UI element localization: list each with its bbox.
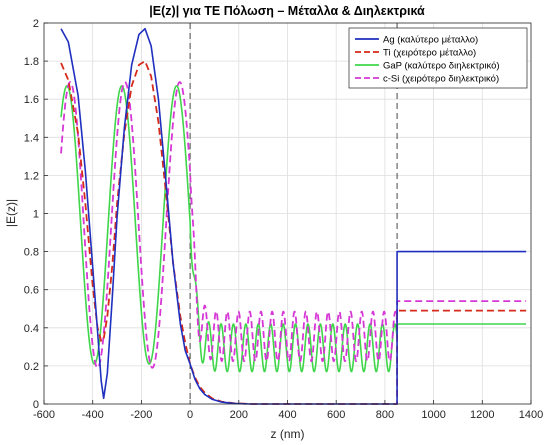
- x-tick-label: 600: [327, 409, 345, 421]
- x-tick-label: -200: [130, 409, 152, 421]
- x-tick-labels: -600 -400 -200 0 200 400 600 800 1000 1200 1400: [33, 400, 543, 421]
- y-tick-label: 0.8: [24, 247, 39, 259]
- y-tick-label: 1.6: [24, 94, 39, 106]
- x-tick-label: 1400: [519, 409, 543, 421]
- y-tick-label: 1.8: [24, 56, 39, 68]
- chart-title: |E(z)| για TE Πόλωση – Μέταλλα & Διηλεκτ…: [149, 4, 425, 18]
- y-tick-label: 0.2: [24, 361, 39, 373]
- legend: Ag (καλύτερο μέταλλο) Ti (χειρότερο μέταλ…: [348, 27, 528, 89]
- x-axis-label: z (nm): [271, 427, 305, 441]
- x-tick-label: 200: [230, 409, 248, 421]
- x-tick-label: 800: [376, 409, 394, 421]
- series-line: [60, 27, 527, 405]
- legend-label: Ti (χειρότερο μέταλλο): [383, 48, 476, 59]
- x-tick-label: 1000: [421, 409, 445, 421]
- series-line: [60, 81, 527, 369]
- y-tick-label: 0.6: [24, 285, 39, 297]
- y-tick-label: 1: [33, 209, 39, 221]
- y-tick-labels: 0 0.2 0.4 0.6 0.8 1 1.2 1.4 1.6 1.8 2: [24, 18, 48, 411]
- x-tick-label: 0: [187, 409, 193, 421]
- x-tick-label: -600: [33, 409, 55, 421]
- y-tick-label: 0: [33, 399, 39, 411]
- series-line: [60, 85, 527, 373]
- legend-label: c-Si (χειρότερο διηλεκτρικό): [383, 74, 499, 85]
- series-group: [60, 27, 527, 405]
- y-tick-label: 1.2: [24, 170, 39, 182]
- x-tick-label: 400: [278, 409, 296, 421]
- legend-label: Ag (καλύτερο μέταλλο): [383, 35, 478, 46]
- y-tick-label: 1.4: [24, 132, 39, 144]
- x-tick-label: 1200: [470, 409, 494, 421]
- legend-label: GaP (καλύτερο διηλεκτρικό): [383, 61, 500, 72]
- x-tick-label: -400: [82, 409, 104, 421]
- y-axis-label: |E(z)|: [4, 199, 18, 227]
- y-tick-label: 0.4: [24, 323, 39, 335]
- y-tick-label: 2: [33, 18, 39, 30]
